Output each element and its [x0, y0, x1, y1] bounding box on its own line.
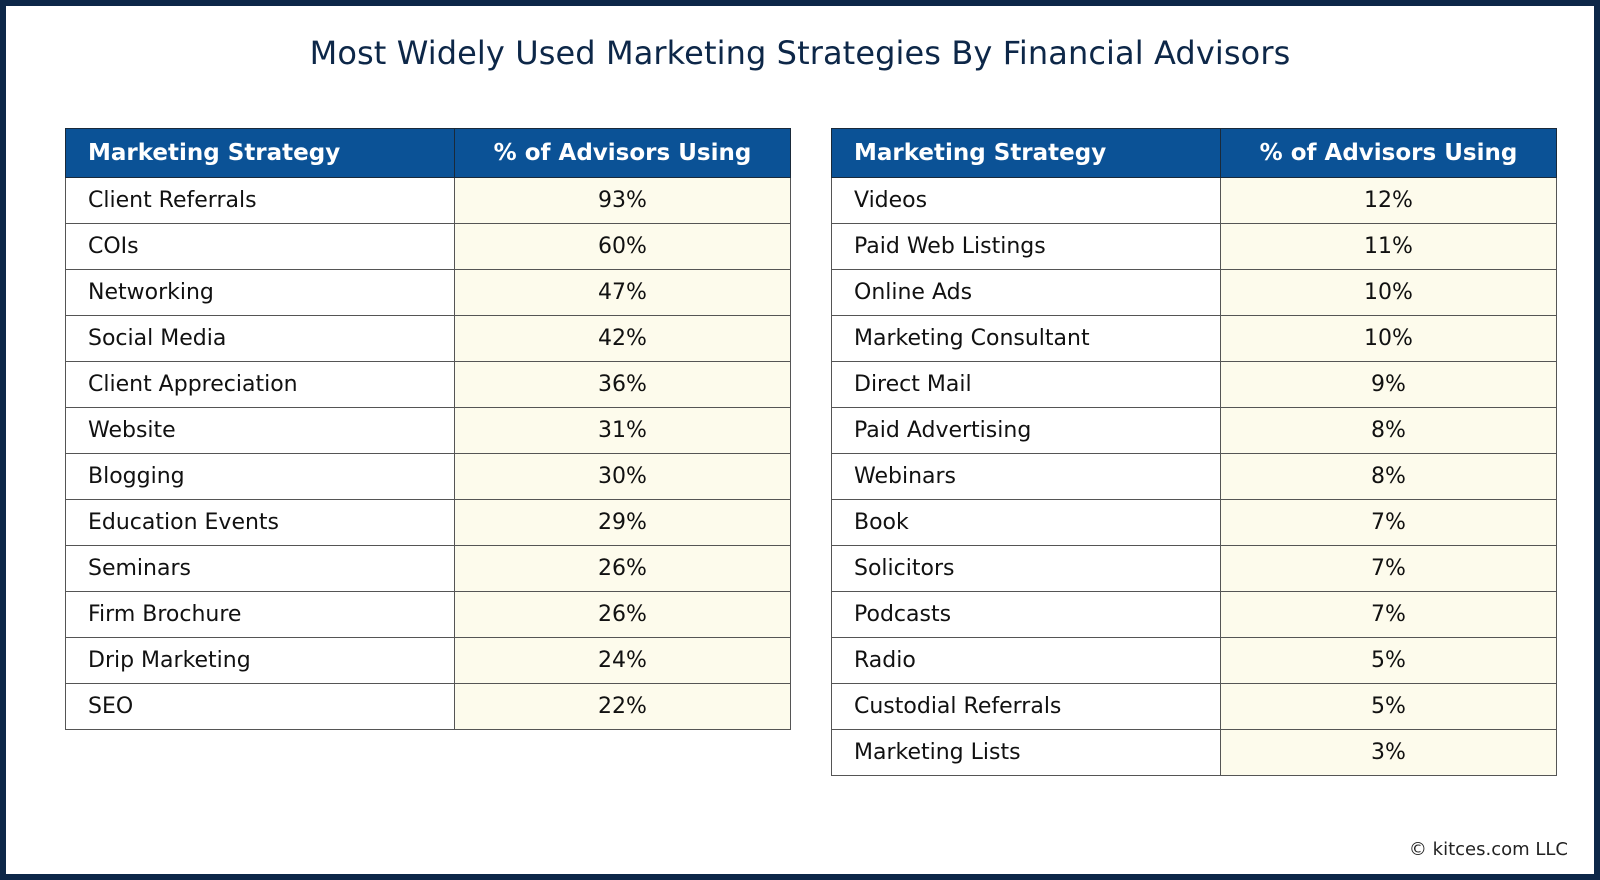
percent-value-cell: 42%	[454, 315, 791, 362]
strategy-name-cell: Paid Advertising	[831, 407, 1221, 454]
table-row: Podcasts 7%	[831, 591, 1557, 638]
table-row: Marketing Consultant 10%	[831, 315, 1557, 362]
strategy-name-cell: COIs	[65, 223, 455, 270]
strategy-name-cell: Education Events	[65, 499, 455, 546]
strategy-name-cell: Online Ads	[831, 269, 1221, 316]
strategy-name-cell: Podcasts	[831, 591, 1221, 638]
column-header-strategy: Marketing Strategy	[831, 128, 1221, 178]
table-row: Solicitors 7%	[831, 545, 1557, 592]
percent-value-cell: 8%	[1220, 407, 1557, 454]
table-row: Seminars 26%	[65, 545, 791, 592]
table-row: Book 7%	[831, 499, 1557, 546]
strategy-name-cell: Radio	[831, 637, 1221, 684]
percent-value-cell: 36%	[454, 361, 791, 408]
percent-value-cell: 5%	[1220, 683, 1557, 730]
table-row: COIs 60%	[65, 223, 791, 270]
strategy-name-cell: Book	[831, 499, 1221, 546]
percent-value-cell: 30%	[454, 453, 791, 500]
table-header-row: Marketing Strategy % of Advisors Using	[831, 128, 1557, 178]
percent-value-cell: 26%	[454, 591, 791, 638]
strategy-name-cell: Social Media	[65, 315, 455, 362]
table-row: Online Ads 10%	[831, 269, 1557, 316]
column-header-strategy: Marketing Strategy	[65, 128, 455, 178]
percent-value-cell: 9%	[1220, 361, 1557, 408]
table-header-row: Marketing Strategy % of Advisors Using	[65, 128, 791, 178]
strategy-name-cell: Drip Marketing	[65, 637, 455, 684]
strategy-name-cell: Client Referrals	[65, 177, 455, 224]
table-row: Marketing Lists 3%	[831, 729, 1557, 776]
table-row: Paid Web Listings 11%	[831, 223, 1557, 270]
percent-value-cell: 12%	[1220, 177, 1557, 224]
strategy-name-cell: Custodial Referrals	[831, 683, 1221, 730]
percent-value-cell: 8%	[1220, 453, 1557, 500]
strategy-name-cell: Blogging	[65, 453, 455, 500]
strategy-name-cell: SEO	[65, 683, 455, 730]
percent-value-cell: 93%	[454, 177, 791, 224]
copyright-footer: © kitces.com LLC	[1408, 839, 1568, 860]
column-header-percent: % of Advisors Using	[454, 128, 791, 178]
table-row: Custodial Referrals 5%	[831, 683, 1557, 730]
table-row: Videos 12%	[831, 177, 1557, 224]
strategy-name-cell: Videos	[831, 177, 1221, 224]
percent-value-cell: 31%	[454, 407, 791, 454]
table-row: Education Events 29%	[65, 499, 791, 546]
table-row: Website 31%	[65, 407, 791, 454]
strategy-name-cell: Client Appreciation	[65, 361, 455, 408]
table-row: Client Referrals 93%	[65, 177, 791, 224]
percent-value-cell: 5%	[1220, 637, 1557, 684]
percent-value-cell: 3%	[1220, 729, 1557, 776]
strategy-name-cell: Firm Brochure	[65, 591, 455, 638]
percent-value-cell: 7%	[1220, 499, 1557, 546]
percent-value-cell: 7%	[1220, 591, 1557, 638]
percent-value-cell: 47%	[454, 269, 791, 316]
percent-value-cell: 29%	[454, 499, 791, 546]
percent-value-cell: 26%	[454, 545, 791, 592]
column-header-percent: % of Advisors Using	[1220, 128, 1557, 178]
chart-title: Most Widely Used Marketing Strategies By…	[309, 34, 1291, 72]
strategy-table-right: Marketing Strategy % of Advisors Using V…	[831, 128, 1557, 776]
percent-value-cell: 11%	[1220, 223, 1557, 270]
percent-value-cell: 10%	[1220, 315, 1557, 362]
table-row: Paid Advertising 8%	[831, 407, 1557, 454]
percent-value-cell: 10%	[1220, 269, 1557, 316]
strategy-name-cell: Website	[65, 407, 455, 454]
table-row: Social Media 42%	[65, 315, 791, 362]
strategy-name-cell: Seminars	[65, 545, 455, 592]
percent-value-cell: 7%	[1220, 545, 1557, 592]
table-row: SEO 22%	[65, 683, 791, 730]
strategy-name-cell: Solicitors	[831, 545, 1221, 592]
strategy-name-cell: Paid Web Listings	[831, 223, 1221, 270]
table-row: Networking 47%	[65, 269, 791, 316]
strategy-name-cell: Direct Mail	[831, 361, 1221, 408]
table-row: Direct Mail 9%	[831, 361, 1557, 408]
table-row: Blogging 30%	[65, 453, 791, 500]
table-row: Webinars 8%	[831, 453, 1557, 500]
table-row: Radio 5%	[831, 637, 1557, 684]
percent-value-cell: 60%	[454, 223, 791, 270]
table-row: Drip Marketing 24%	[65, 637, 791, 684]
strategy-name-cell: Webinars	[831, 453, 1221, 500]
strategy-table-left: Marketing Strategy % of Advisors Using C…	[65, 128, 791, 730]
percent-value-cell: 24%	[454, 637, 791, 684]
percent-value-cell: 22%	[454, 683, 791, 730]
strategy-name-cell: Marketing Consultant	[831, 315, 1221, 362]
table-row: Client Appreciation 36%	[65, 361, 791, 408]
strategy-name-cell: Networking	[65, 269, 455, 316]
table-row: Firm Brochure 26%	[65, 591, 791, 638]
strategy-name-cell: Marketing Lists	[831, 729, 1221, 776]
